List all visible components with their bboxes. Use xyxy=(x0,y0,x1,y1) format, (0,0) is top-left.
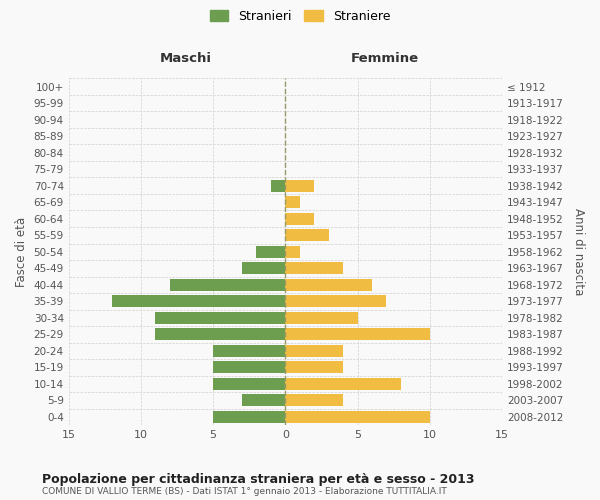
Bar xyxy=(286,378,401,390)
Bar xyxy=(286,262,343,274)
Bar xyxy=(155,312,286,324)
Bar xyxy=(286,196,300,208)
Bar xyxy=(286,312,358,324)
Text: Maschi: Maschi xyxy=(160,52,212,64)
Bar xyxy=(286,345,343,357)
Bar xyxy=(286,296,386,307)
Bar xyxy=(286,394,343,406)
Bar xyxy=(286,362,343,374)
Text: Femmine: Femmine xyxy=(351,52,419,64)
Bar xyxy=(213,362,286,374)
Bar xyxy=(286,246,300,258)
Bar xyxy=(286,230,329,241)
Bar xyxy=(242,394,286,406)
Bar xyxy=(271,180,286,192)
Bar xyxy=(213,345,286,357)
Bar xyxy=(112,296,286,307)
Y-axis label: Fasce di età: Fasce di età xyxy=(15,216,28,287)
Legend: Stranieri, Straniere: Stranieri, Straniere xyxy=(206,6,394,26)
Bar xyxy=(286,213,314,224)
Bar xyxy=(213,411,286,423)
Text: Popolazione per cittadinanza straniera per età e sesso - 2013: Popolazione per cittadinanza straniera p… xyxy=(42,472,475,486)
Bar xyxy=(286,328,430,340)
Bar xyxy=(256,246,286,258)
Y-axis label: Anni di nascita: Anni di nascita xyxy=(572,208,585,296)
Text: COMUNE DI VALLIO TERME (BS) - Dati ISTAT 1° gennaio 2013 - Elaborazione TUTTITAL: COMUNE DI VALLIO TERME (BS) - Dati ISTAT… xyxy=(42,488,447,496)
Bar xyxy=(242,262,286,274)
Bar xyxy=(213,378,286,390)
Bar xyxy=(286,411,430,423)
Bar xyxy=(286,279,372,290)
Bar xyxy=(155,328,286,340)
Bar xyxy=(170,279,286,290)
Bar xyxy=(286,180,314,192)
